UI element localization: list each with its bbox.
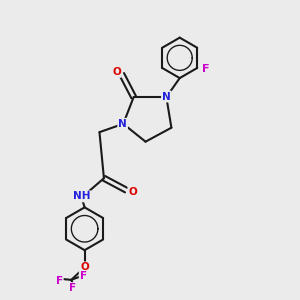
Text: F: F [69,283,76,293]
Text: F: F [202,64,210,74]
Text: O: O [112,67,121,77]
Text: N: N [118,119,127,129]
Text: O: O [80,262,89,272]
Text: O: O [128,187,137,196]
Text: F: F [80,271,87,281]
Text: F: F [56,276,63,286]
Text: NH: NH [73,191,90,201]
Text: N: N [162,92,171,101]
